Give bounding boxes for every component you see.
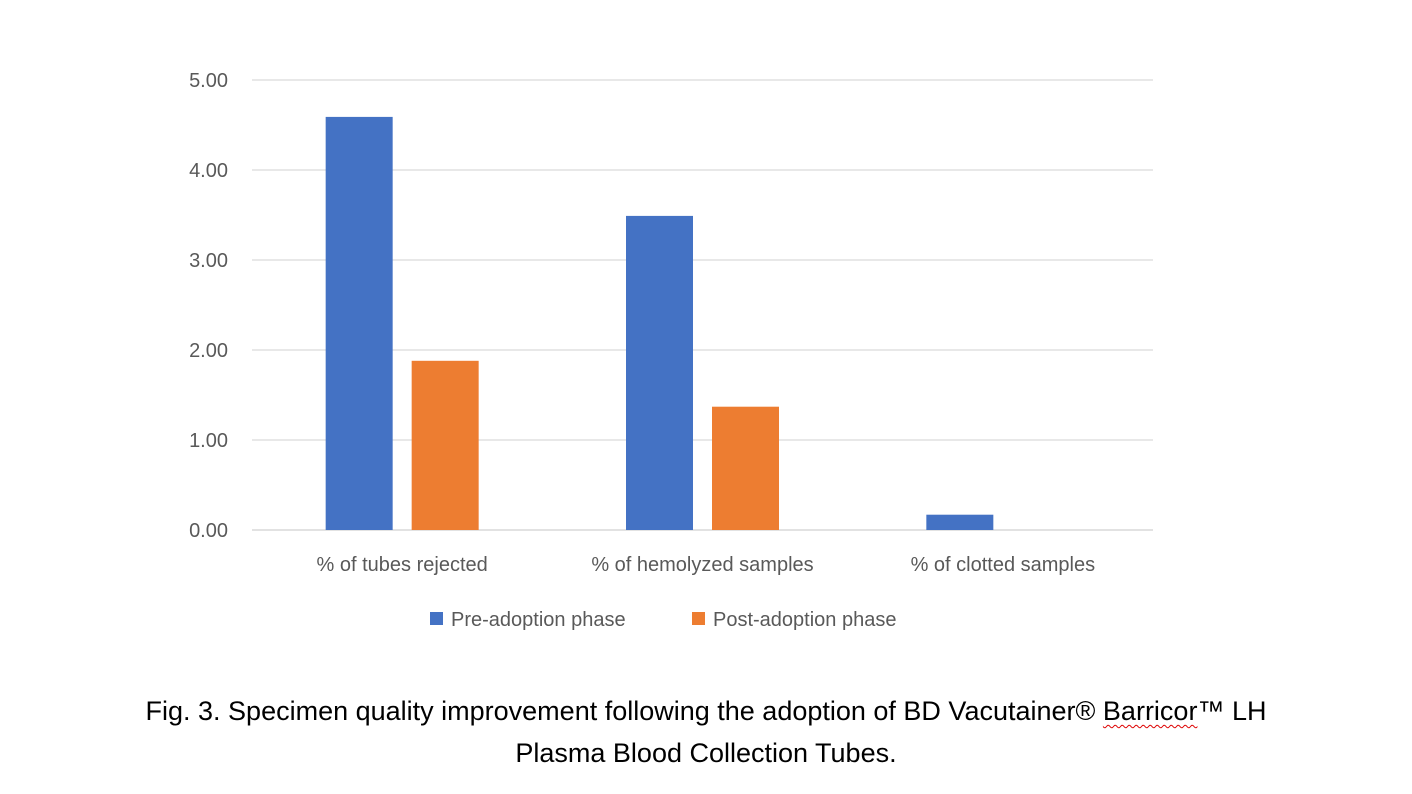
bar-post-1 [712,406,779,530]
legend-label-1: Post-adoption phase [713,609,896,631]
legend-swatch-1 [692,612,705,625]
caption-misspelled-word: Barricor [1102,696,1198,726]
x-tick-label: % of clotted samples [911,554,1096,576]
bar-pre-2 [926,514,994,530]
y-tick-label: 2.00 [189,340,228,362]
caption-line1-pre: Fig. 3. Specimen quality improvement fol… [145,696,1103,726]
y-tick-label: 1.00 [189,430,228,452]
x-tick-label: % of hemolyzed samples [591,554,813,576]
bar-pre-1 [626,215,693,530]
bar-chart: 0.00 1.00 2.00 3.00 4.00 5.00 % of tubes rejec… [189,70,1153,631]
caption-line2: Plasma Blood Collection Tubes. [515,738,897,768]
y-tick-label: 4.00 [189,160,228,182]
bar-pre-0 [325,116,393,531]
x-tick-label: % of tubes rejected [317,554,488,576]
legend-label-0: Pre-adoption phase [451,609,626,631]
figure-caption: Fig. 3. Specimen quality improvement fol… [0,690,1412,774]
y-tick-label: 5.00 [189,70,228,92]
bar-post-0 [411,360,479,530]
y-tick-label: 0.00 [189,520,228,542]
y-tick-label: 3.00 [189,250,228,272]
legend-swatch-0 [430,612,443,625]
caption-line1-post: ™ LH [1197,696,1267,726]
